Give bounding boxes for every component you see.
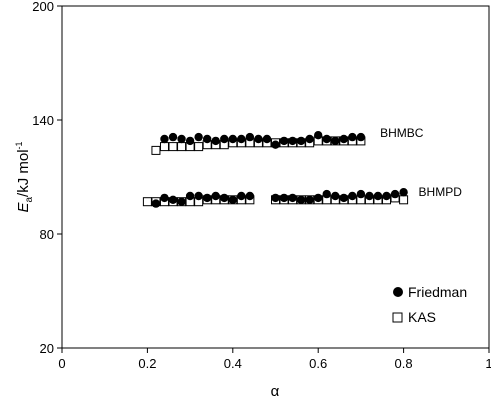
point-friedman: [168, 195, 178, 204]
y-axis-label: Ea/kJ mol-1: [14, 141, 35, 212]
point-friedman: [185, 136, 195, 146]
x-tick-label: 0: [58, 356, 65, 371]
data-points: [142, 131, 409, 208]
point-friedman: [296, 136, 306, 146]
point-friedman: [365, 191, 374, 201]
y-axis-label-symbol: E: [15, 202, 32, 213]
point-friedman: [399, 188, 408, 197]
point-friedman: [314, 193, 323, 203]
y-axis-label-subscript: a: [24, 197, 35, 203]
point-friedman: [279, 136, 289, 146]
point-friedman: [202, 193, 212, 203]
point-friedman: [220, 193, 229, 203]
y-tick-label: 80: [40, 227, 54, 242]
legend-label-friedman: Friedman: [408, 284, 467, 300]
y-axis-label-units: /kJ mol: [15, 149, 32, 197]
point-friedman: [194, 191, 203, 201]
point-friedman: [245, 191, 255, 201]
x-tick-label: 0.8: [395, 356, 413, 371]
legend-marker-friedman: [393, 287, 403, 297]
x-tick-label: 0.6: [309, 356, 327, 371]
x-axis-label: α: [271, 383, 280, 400]
point-friedman: [390, 189, 400, 199]
point-friedman: [245, 132, 255, 142]
point-friedman: [305, 195, 314, 204]
x-tick-label: 0.4: [224, 356, 242, 371]
point-friedman: [339, 134, 349, 144]
point-friedman: [237, 191, 246, 201]
point-friedman: [382, 191, 391, 201]
point-kas: [194, 142, 204, 152]
point-friedman: [331, 136, 340, 146]
point-kas: [399, 195, 409, 205]
point-friedman: [228, 195, 237, 204]
point-friedman: [288, 136, 297, 146]
point-friedman: [271, 140, 280, 149]
point-kas: [177, 142, 187, 152]
point-friedman: [151, 199, 161, 208]
point-friedman: [254, 134, 263, 144]
point-friedman: [288, 193, 297, 203]
point-friedman: [314, 131, 323, 140]
point-friedman: [160, 193, 169, 203]
point-friedman: [262, 134, 272, 144]
point-friedman: [339, 193, 349, 203]
point-friedman: [194, 132, 203, 142]
point-friedman: [168, 132, 178, 142]
x-axis-ticks: [61, 348, 490, 353]
series-annotation: BHMPD: [419, 185, 463, 199]
plot-frame: [61, 5, 490, 349]
point-friedman: [220, 134, 229, 144]
point-friedman: [305, 134, 314, 144]
point-friedman: [348, 191, 357, 201]
point-friedman: [228, 134, 237, 144]
series-annotation: BHMBC: [380, 126, 424, 140]
point-kas: [151, 145, 161, 155]
point-friedman: [177, 197, 186, 206]
point-friedman: [237, 134, 246, 144]
series-annotations: BHMBC BHMPD: [380, 126, 462, 199]
y-tick-label: 200: [32, 0, 54, 14]
legend-marker-kas: [392, 312, 403, 323]
point-friedman: [185, 191, 195, 201]
point-friedman: [211, 191, 220, 201]
y-axis-label-superscript: -1: [14, 141, 24, 149]
point-kas: [142, 197, 152, 207]
point-kas: [168, 142, 178, 152]
point-friedman: [202, 134, 212, 144]
y-tick-label: 20: [40, 341, 54, 356]
point-friedman: [373, 191, 383, 201]
point-friedman: [356, 132, 366, 142]
point-friedman: [322, 134, 331, 144]
legend-label-kas: KAS: [408, 309, 436, 325]
y-axis-ticks: [57, 5, 62, 349]
x-axis-tick-labels: 0 0.2 0.4 0.6 0.8 1: [58, 356, 491, 371]
y-axis-tick-labels: 20 80 140 200: [32, 0, 54, 356]
x-tick-label: 1: [485, 356, 491, 371]
x-tick-label: 0.2: [138, 356, 156, 371]
point-kas: [159, 142, 169, 152]
point-friedman: [211, 136, 220, 146]
point-friedman: [296, 195, 306, 204]
point-friedman: [271, 193, 280, 203]
point-friedman: [356, 189, 366, 199]
point-friedman: [322, 189, 331, 199]
point-friedman: [348, 132, 357, 142]
point-friedman: [331, 191, 340, 201]
point-friedman: [279, 193, 289, 203]
point-friedman: [177, 134, 186, 144]
point-friedman: [160, 134, 169, 144]
legend: Friedman KAS: [392, 284, 467, 325]
y-tick-label: 140: [32, 113, 54, 128]
